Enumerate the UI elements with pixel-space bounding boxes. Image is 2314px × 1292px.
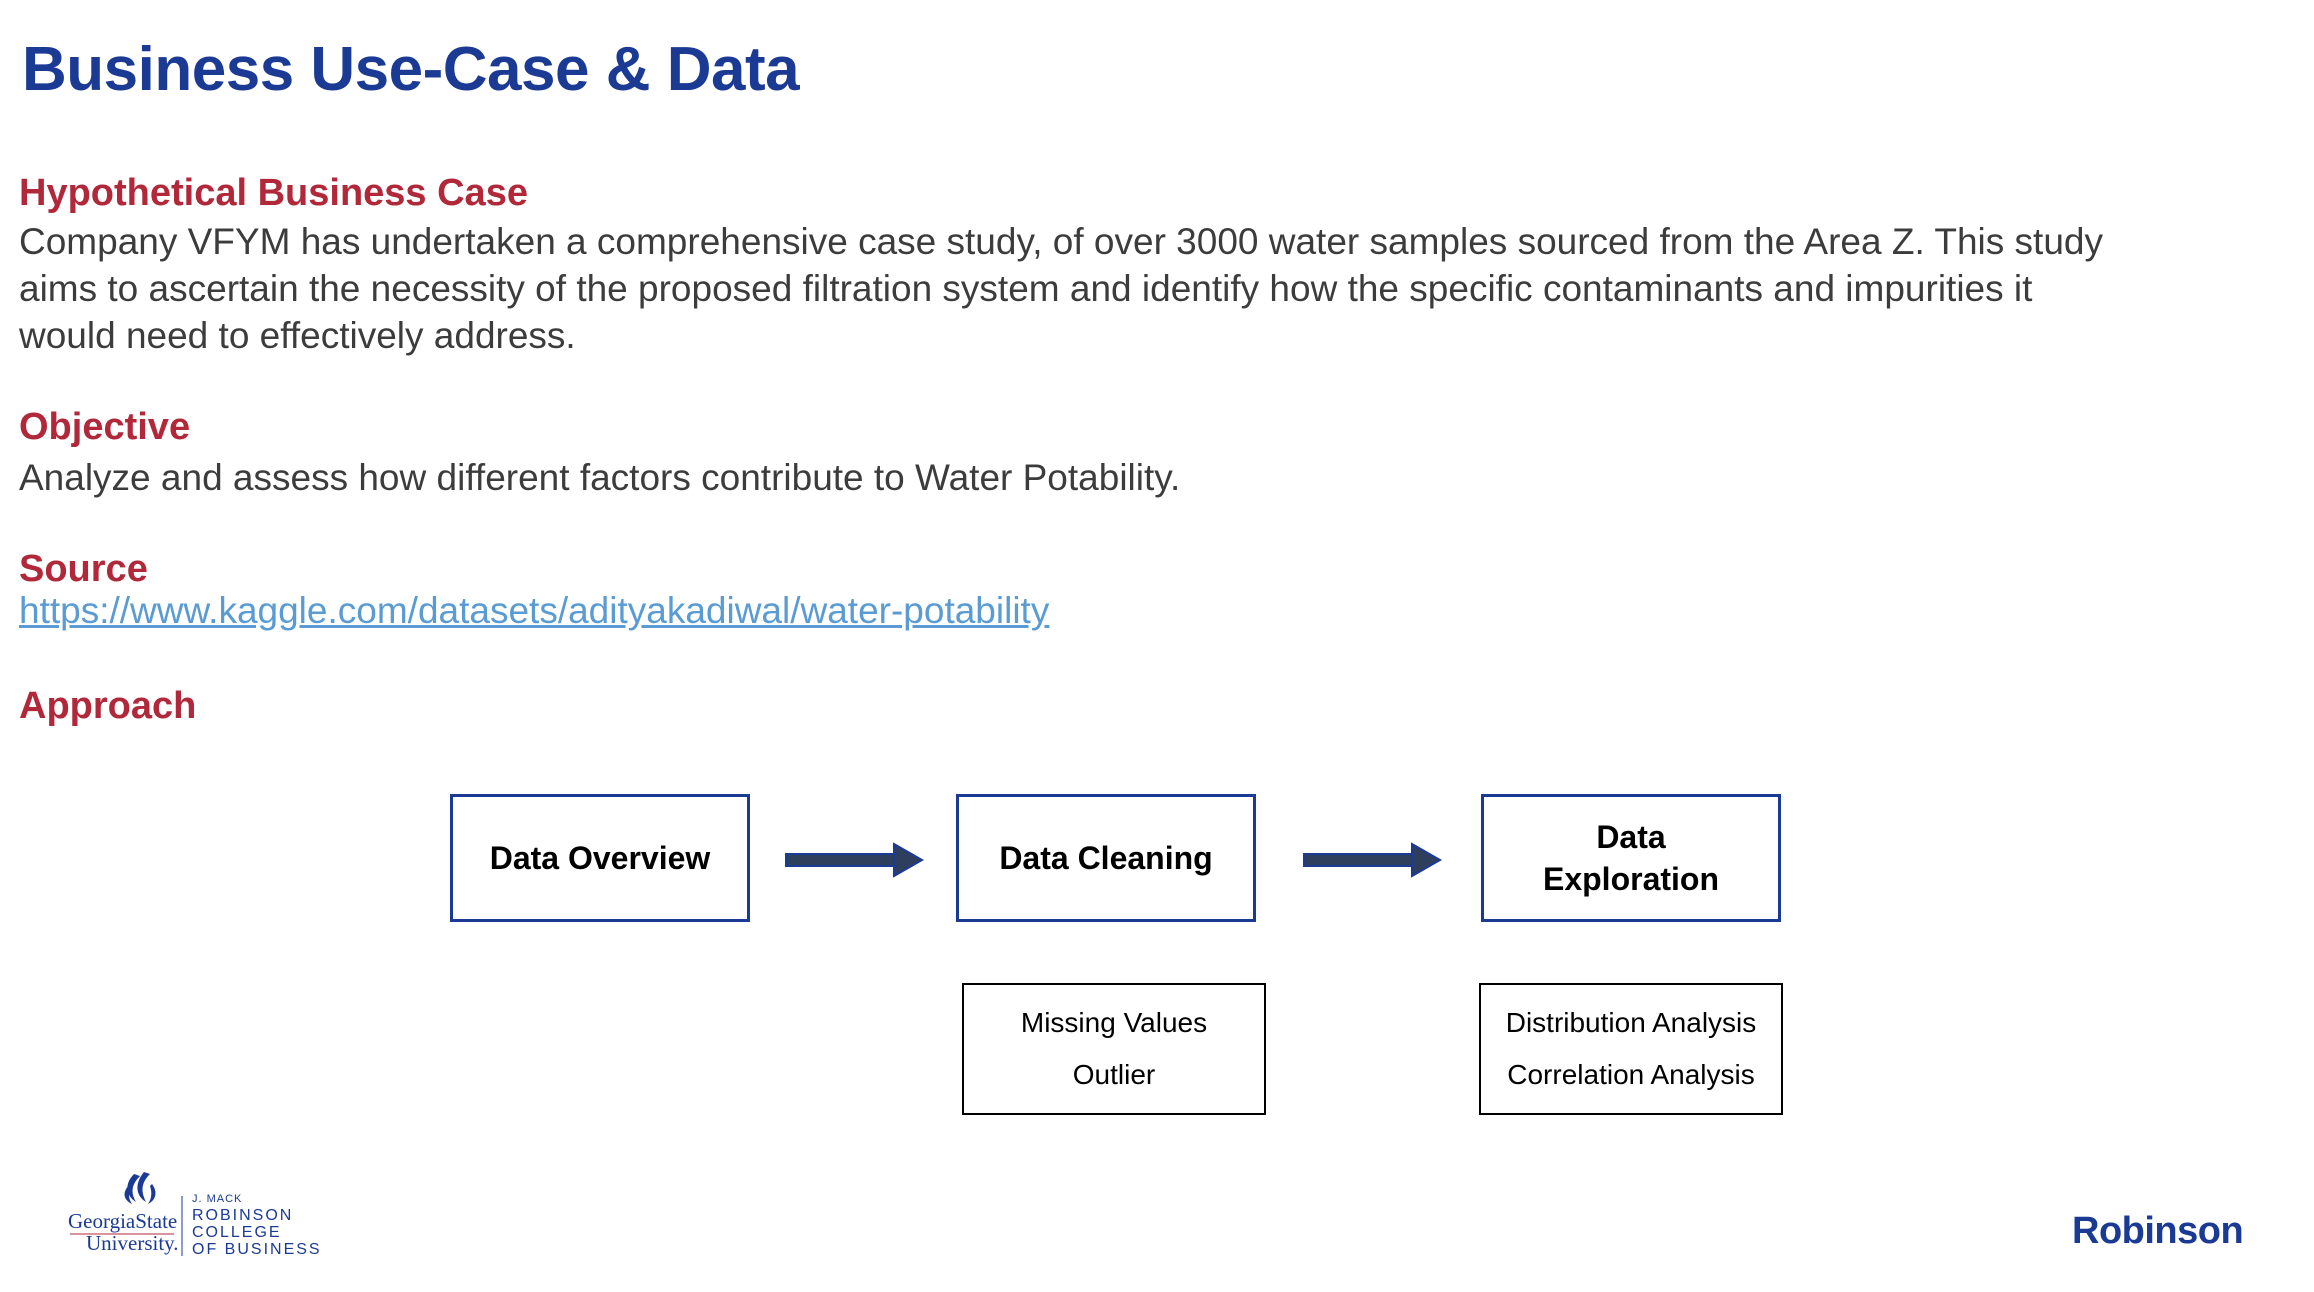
college-name-line4: OF BUSINESS [192,1241,322,1258]
college-name-line3: COLLEGE [192,1224,282,1241]
detail-item: Outlier [1072,1059,1156,1090]
business-case-line: aims to ascertain the necessity of the p… [19,268,2033,309]
approach-heading: Approach [19,685,197,727]
step-label: Data Cleaning [999,840,1213,876]
detail-item: Correlation Analysis [1507,1059,1755,1090]
college-name-line2: ROBINSON [192,1207,293,1224]
right-arrow-icon [785,842,925,878]
step-label: Data Overview [489,840,711,876]
source-heading: Source [19,548,148,590]
georgia-state-robinson-logo: GeorgiaState University. J. MACK ROBINSO… [68,1172,322,1258]
objective-heading: Objective [19,406,191,448]
business-case-text: Company VFYM has undertaken a comprehens… [19,218,2103,359]
detail-item: Distribution Analysis [1505,1007,1757,1038]
robinson-brand-logo: Robinson [2072,1210,2244,1252]
college-name-line1: J. MACK [192,1193,242,1205]
page-title: Business Use-Case & Data [22,35,800,104]
business-case-line: Company VFYM has undertaken a comprehens… [19,221,2103,262]
cleaning-details-box: Missing Values Outlier [962,983,1266,1115]
exploration-details-box: Distribution Analysis Correlation Analys… [1479,983,1783,1115]
business-case-heading: Hypothetical Business Case [19,172,528,214]
step-data-cleaning: Data Cleaning [956,794,1256,922]
business-case-line: would need to effectively address. [19,315,576,356]
source-link[interactable]: https://www.kaggle.com/datasets/adityaka… [19,590,1050,631]
step-label-line1: Data [1596,819,1666,855]
gsu-name-line2: University. [86,1231,179,1255]
right-arrow-icon [1303,842,1443,878]
objective-text: Analyze and assess how different factors… [19,457,1181,498]
step-label-line2: Exploration [1542,861,1719,897]
gsu-name-line1: GeorgiaState [68,1209,177,1233]
detail-item: Missing Values [1020,1007,1208,1038]
step-data-exploration: Data Exploration [1481,794,1781,922]
step-data-overview: Data Overview [450,794,750,922]
